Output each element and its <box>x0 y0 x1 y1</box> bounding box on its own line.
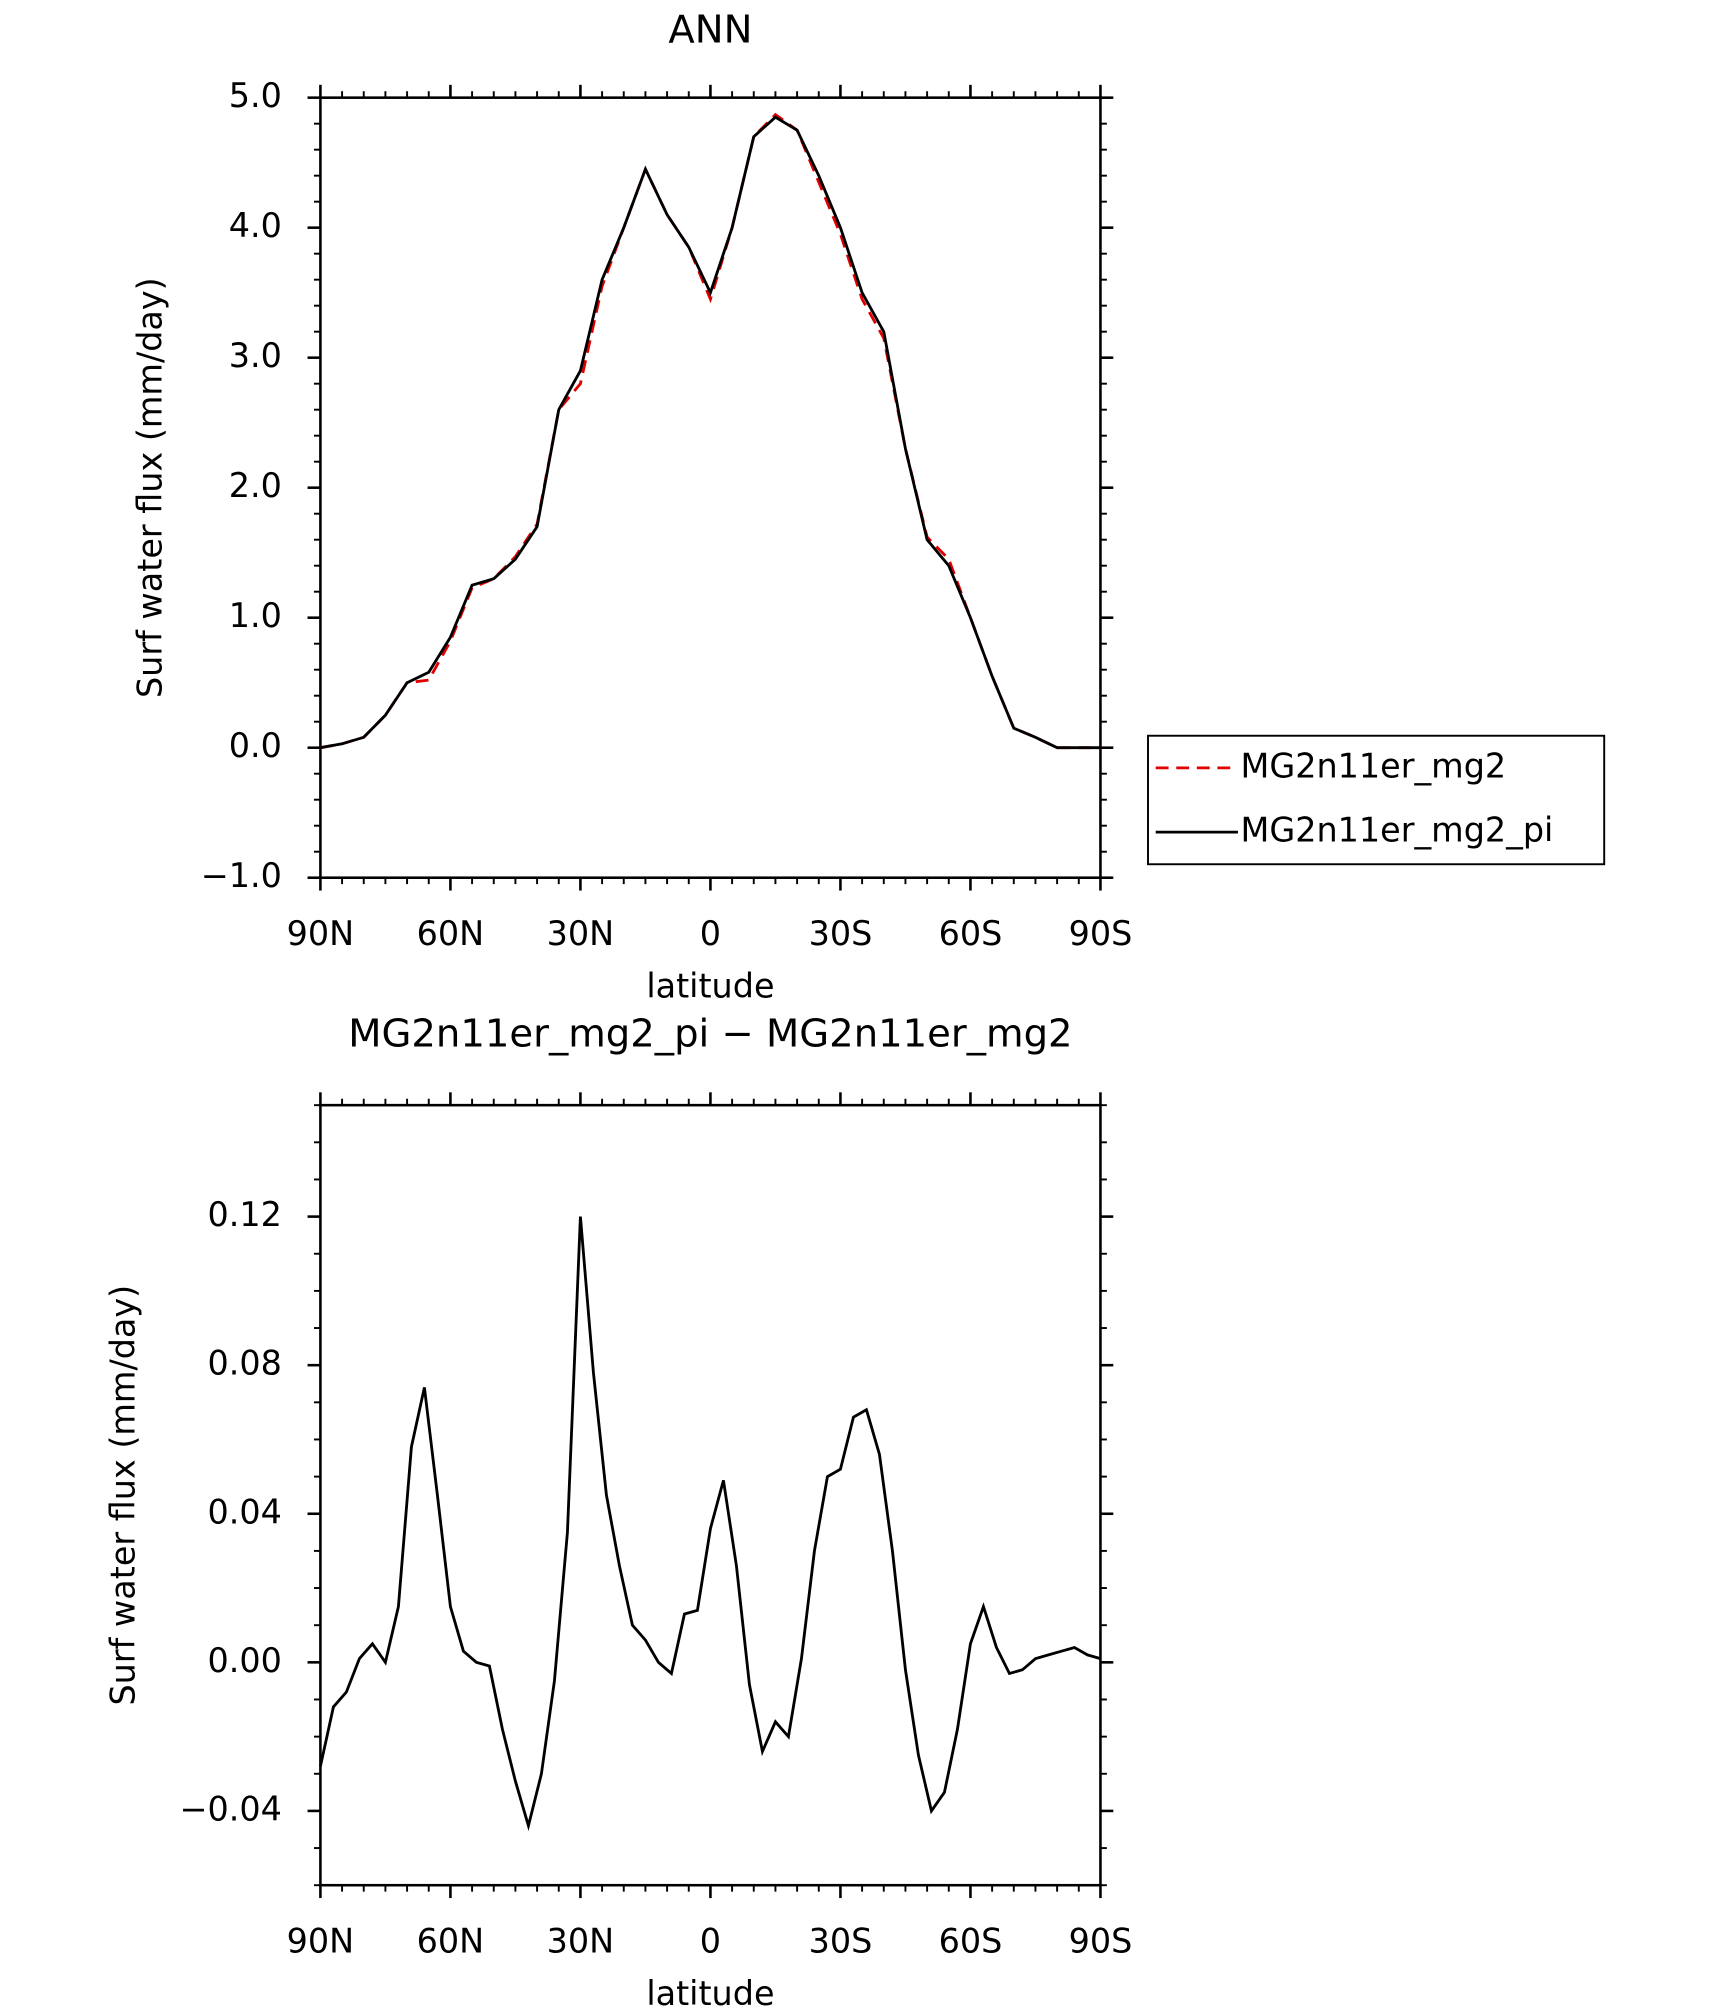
chart-title: MG2n11er_mg2_pi − MG2n11er_mg2 <box>348 1011 1072 1056</box>
x-tick-label: 30S <box>809 914 873 953</box>
x-tick-label: 30N <box>547 1922 615 1961</box>
y-tick-label: 0.00 <box>207 1641 281 1680</box>
x-tick-label: 90S <box>1069 1922 1133 1961</box>
legend-label: MG2n11er_mg2_pi <box>1241 811 1554 850</box>
y-tick-label: −0.04 <box>179 1789 281 1828</box>
y-axis-label: Surf water flux (mm/day) <box>104 1285 143 1706</box>
data-line <box>320 115 1101 750</box>
data-line <box>320 112 1101 750</box>
x-tick-label: 60S <box>939 1922 1003 1961</box>
x-tick-label: 90N <box>287 1922 355 1961</box>
x-tick-label: 0 <box>700 1922 721 1961</box>
x-tick-label: 90N <box>287 914 355 953</box>
x-tick-label: 90S <box>1069 914 1133 953</box>
y-tick-label: 5.0 <box>229 76 282 115</box>
y-tick-label: 2.0 <box>229 466 282 505</box>
y-tick-label: 0.12 <box>207 1195 281 1234</box>
x-axis-label: latitude <box>646 1974 774 2013</box>
x-tick-label: 30N <box>547 914 615 953</box>
x-axis-label: latitude <box>646 967 774 1006</box>
data-line <box>319 1216 1101 1832</box>
y-tick-label: 0.04 <box>207 1492 281 1531</box>
y-tick-label: 3.0 <box>229 336 282 375</box>
legend-label: MG2n11er_mg2 <box>1241 746 1507 785</box>
x-tick-label: 30S <box>809 1922 873 1961</box>
chart-title: ANN <box>668 8 752 53</box>
x-tick-label: 60S <box>939 914 1003 953</box>
legend-box <box>1147 734 1606 866</box>
x-tick-label: 60N <box>417 914 485 953</box>
x-tick-label: 0 <box>700 914 721 953</box>
y-tick-label: 1.0 <box>229 596 282 635</box>
y-tick-label: −1.0 <box>201 856 282 895</box>
y-tick-label: 0.0 <box>229 726 282 765</box>
y-axis-label: Surf water flux (mm/day) <box>131 277 170 698</box>
y-tick-label: 4.0 <box>229 206 282 245</box>
y-tick-label: 0.08 <box>207 1344 281 1383</box>
plot-frame <box>319 96 1102 879</box>
x-tick-label: 60N <box>417 1922 485 1961</box>
